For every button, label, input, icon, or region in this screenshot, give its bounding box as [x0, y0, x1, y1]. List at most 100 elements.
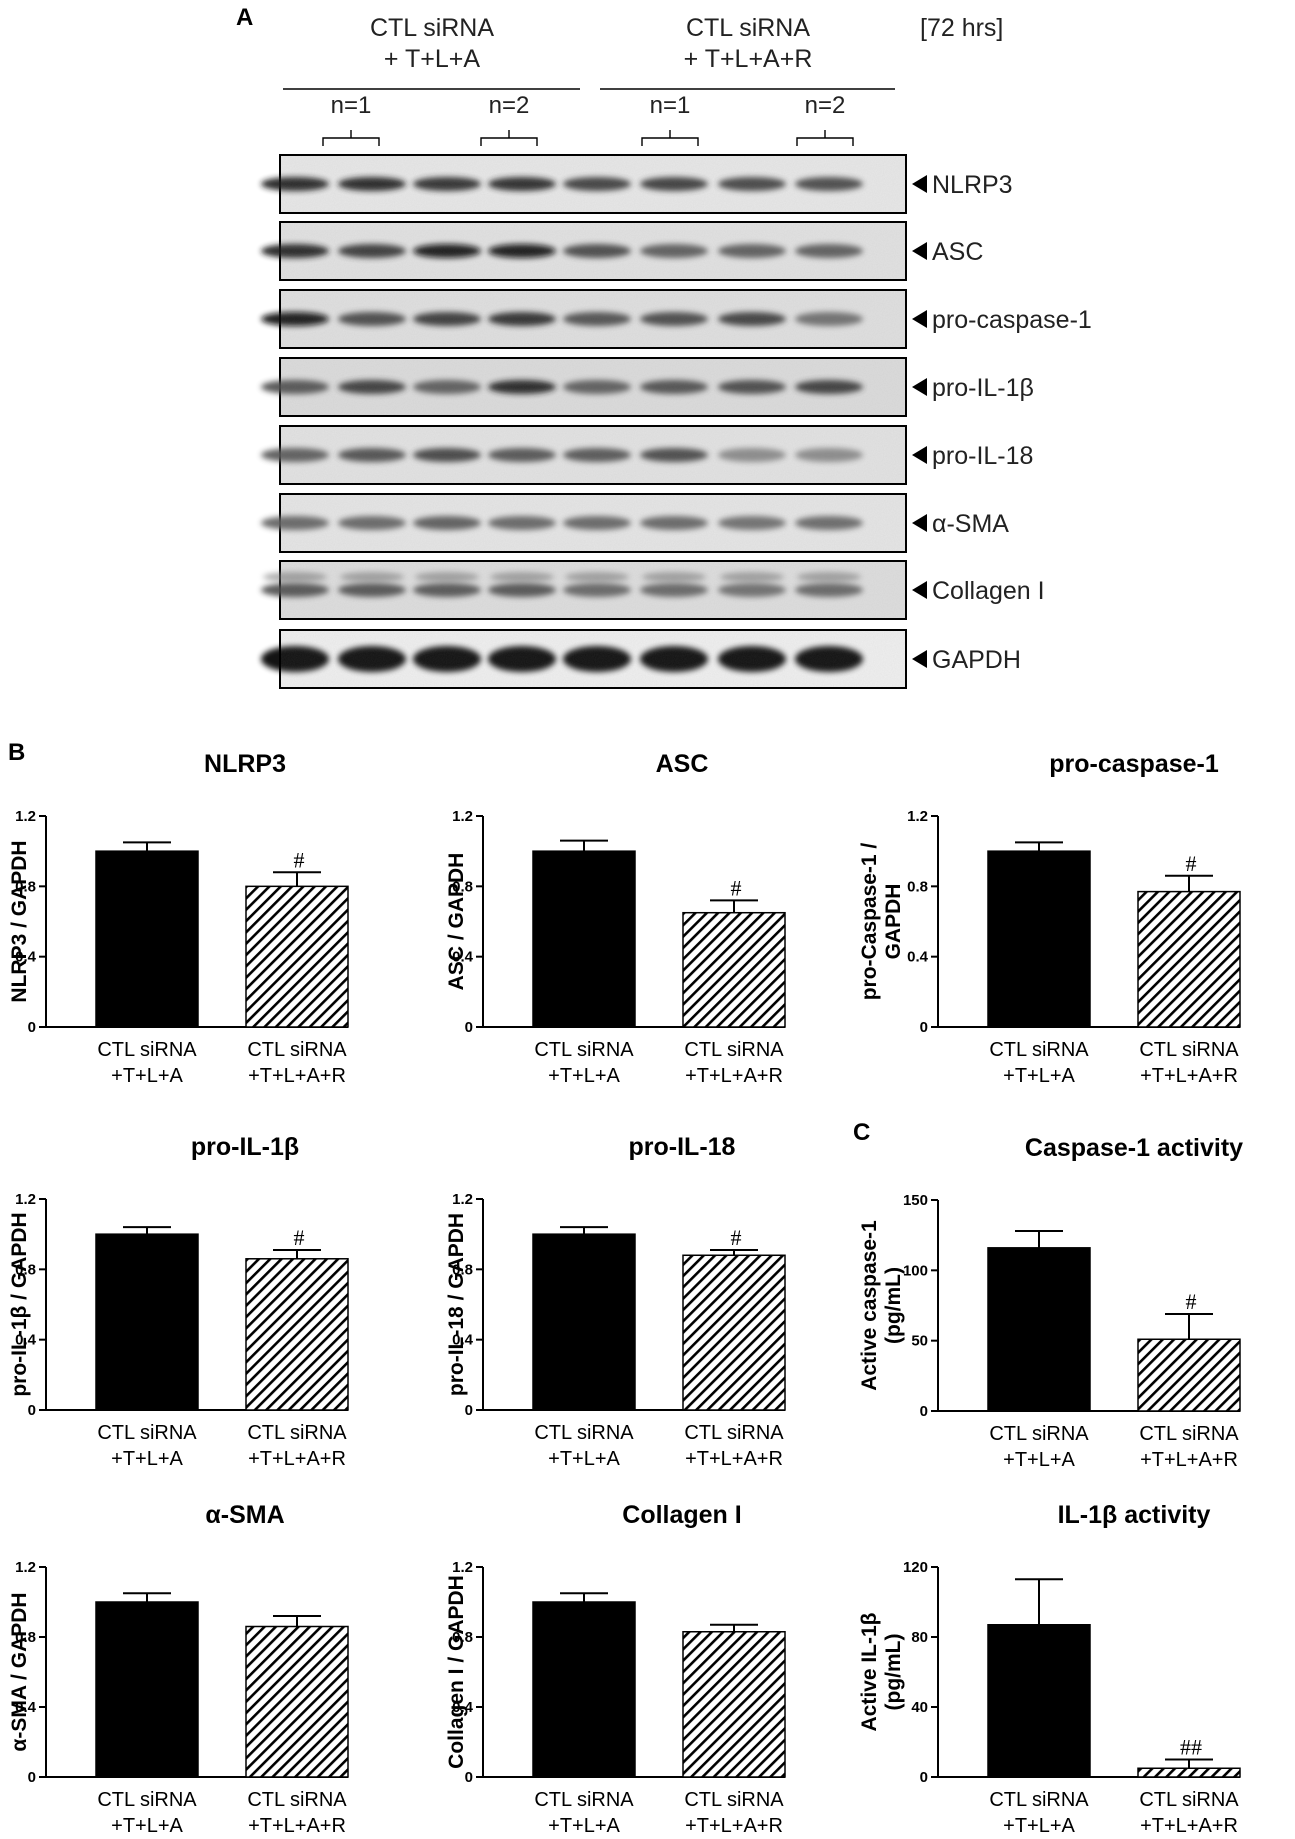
bar-chart: NLRP3 0 0.4 0.8 1.2 NLRP3 / GAPDH CTL siRNA +T+…: [8, 750, 349, 1087]
time-label: [72 hrs]: [920, 14, 1003, 42]
y-tick-label: 0.4: [15, 949, 37, 966]
bar-chart: α-SMA 0 0.4 0.8 1.2 α-SMA / GAPDH CTL siRNA +T+…: [8, 1501, 349, 1837]
western-blot-panel: A CTL siRNA + T+L+A CTL siRNA + T+L+A+R …: [236, 4, 1092, 689]
bar-control: [532, 1601, 636, 1778]
bar-chart: pro-caspase-1 0 0.4 0.8 1.2 pro-Caspase-1 /GA…: [858, 750, 1241, 1087]
bar-treatment: [682, 911, 786, 1028]
y-tick-label: 0: [28, 1019, 36, 1036]
panel-label-c: C: [853, 1119, 870, 1146]
n-bracket: [796, 130, 854, 146]
y-tick-label: 1.2: [15, 1559, 36, 1576]
y-tick-label: 0.8: [452, 1261, 473, 1278]
bar-control: [532, 1233, 636, 1411]
y-tick-label: 0.4: [452, 949, 474, 966]
blot-texture: [281, 291, 905, 347]
blot-texture: [281, 223, 905, 279]
bar-control: [95, 1233, 199, 1411]
y-tick-label: 1.2: [452, 1191, 473, 1208]
y-axis-label: pro-Caspase-1 /: [858, 843, 881, 1001]
category-label: +T+L+A+R: [1140, 1449, 1238, 1471]
category-label: CTL siRNA: [1139, 1423, 1239, 1445]
blot-band-row: pro-IL-18: [261, 425, 1033, 485]
group2-label-line1: CTL siRNA: [686, 14, 810, 42]
band-label: GAPDH: [932, 646, 1021, 674]
category-label: CTL siRNA: [1139, 1039, 1239, 1061]
y-tick-label: 120: [903, 1559, 928, 1576]
y-tick-label: 80: [911, 1629, 928, 1646]
blot-texture: [281, 427, 905, 483]
significance-mark: #: [731, 875, 742, 900]
y-tick-label: 1.2: [452, 808, 473, 825]
y-axis-label: Active IL-1β: [858, 1612, 881, 1731]
category-label: CTL siRNA: [247, 1789, 347, 1811]
y-axis-label: NLRP3 / GAPDH: [8, 840, 31, 1002]
blot-band-row: Collagen I: [261, 560, 1045, 620]
y-tick-label: 1.2: [15, 1191, 36, 1208]
chart-title: ASC: [656, 750, 709, 778]
category-label: CTL siRNA: [534, 1039, 634, 1061]
blot-band-row: α-SMA: [261, 493, 1009, 553]
bar-treatment: [245, 1625, 349, 1778]
category-label: CTL siRNA: [97, 1422, 197, 1444]
band-label: NLRP3: [932, 171, 1013, 199]
category-label: CTL siRNA: [684, 1039, 784, 1061]
y-tick-label: 40: [911, 1699, 928, 1716]
bar-treatment: [1137, 890, 1241, 1028]
y-axis-label: GAPDH: [882, 884, 905, 960]
chart-title: pro-caspase-1: [1049, 750, 1219, 778]
category-label: +T+L+A+R: [1140, 1815, 1238, 1837]
category-label: +T+L+A+R: [248, 1448, 346, 1470]
chart-title: IL-1β activity: [1058, 1501, 1211, 1529]
significance-mark: #: [731, 1225, 742, 1250]
category-label: +T+L+A+R: [685, 1065, 783, 1087]
y-axis-label: (pg/mL): [882, 1634, 905, 1711]
arrow-left-icon: [912, 650, 927, 668]
y-tick-label: 0.4: [452, 1699, 474, 1716]
y-tick-label: 0.4: [907, 949, 929, 966]
group1-label-line1: CTL siRNA: [370, 14, 494, 42]
bar-chart: ASC 0 0.4 0.8 1.2 ASC / GAPDH CTL siRNA +T+L+A #…: [445, 750, 786, 1087]
y-tick-label: 150: [903, 1192, 928, 1209]
arrow-left-icon: [912, 581, 927, 599]
chart-title: Caspase-1 activity: [1025, 1134, 1243, 1162]
y-tick-label: 0.4: [15, 1332, 37, 1349]
chart-title: NLRP3: [204, 750, 286, 778]
bar-control: [95, 1601, 199, 1778]
bar-control: [95, 850, 199, 1028]
blot-texture: [281, 631, 905, 687]
category-label: CTL siRNA: [684, 1789, 784, 1811]
y-tick-label: 0: [920, 1769, 928, 1786]
y-tick-label: 0: [920, 1019, 928, 1036]
panel-label-a: A: [236, 4, 253, 31]
bar-chart: pro-IL-1β 0 0.4 0.8 1.2 pro-IL-1β / GAPDH CTL …: [8, 1133, 349, 1470]
y-axis-label: ASC / GAPDH: [445, 853, 468, 991]
y-axis-label: Active caspase-1: [858, 1220, 881, 1391]
category-label: CTL siRNA: [1139, 1789, 1239, 1811]
chart-title: α-SMA: [205, 1501, 284, 1529]
group1-label-line2: + T+L+A: [384, 45, 480, 73]
n-bracket: [641, 130, 699, 146]
category-label: +T+L+A: [111, 1448, 183, 1470]
bar-treatment: [682, 1631, 786, 1778]
y-tick-label: 0: [465, 1769, 473, 1786]
bar-control: [532, 850, 636, 1028]
category-label: CTL siRNA: [97, 1789, 197, 1811]
category-label: +T+L+A: [548, 1815, 620, 1837]
category-label: +T+L+A: [548, 1448, 620, 1470]
category-label: CTL siRNA: [534, 1789, 634, 1811]
band-label: α-SMA: [932, 510, 1009, 538]
y-tick-label: 1.2: [907, 808, 928, 825]
y-axis-label: pro-IL-18 / GAPDH: [445, 1213, 468, 1396]
category-label: +T+L+A: [1003, 1065, 1075, 1087]
chart-title: pro-IL-1β: [191, 1133, 299, 1161]
y-axis-label: (pg/mL): [882, 1267, 905, 1344]
category-label: CTL siRNA: [684, 1422, 784, 1444]
blot-band-row: pro-IL-1β: [261, 357, 1034, 417]
blot-texture: [281, 495, 905, 551]
bar-treatment: [1137, 1767, 1241, 1778]
arrow-left-icon: [912, 310, 927, 328]
band-label: Collagen I: [932, 577, 1045, 605]
bar-treatment: [682, 1254, 786, 1411]
